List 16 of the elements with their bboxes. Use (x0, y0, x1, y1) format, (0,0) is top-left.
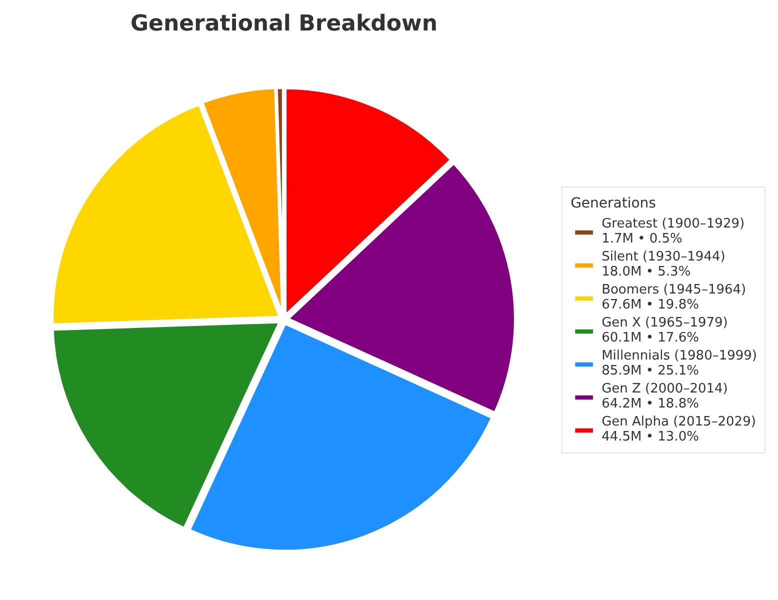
data-label: 1.7M • 0.5% (602, 232, 682, 246)
data-label: 67.6M • 19.8% (602, 298, 699, 312)
data-label: 18.0M • 5.3% (602, 264, 691, 280)
data-label: 60.1M • 17.6% (602, 330, 699, 346)
legend-label: Gen X (1965–1979) (602, 316, 728, 330)
legend-label: Silent (1930–1944) (602, 250, 726, 264)
legend-label: Millennials (1980–1999) (602, 348, 757, 364)
legend-title: Generations (570, 196, 657, 212)
legend-label: Greatest (1900–1929) (602, 216, 745, 232)
data-label: 44.5M • 13.0% (602, 430, 699, 444)
data-label: 85.9M • 25.1% (602, 364, 699, 378)
data-label: 64.2M • 18.8% (602, 396, 699, 412)
legend-label: Boomers (1945–1964) (602, 282, 746, 298)
legend-label: Gen Z (2000–2014) (602, 382, 728, 396)
legend-label: Gen Alpha (2015–2029) (602, 414, 756, 430)
chart-title: Generational Breakdown (130, 12, 438, 36)
